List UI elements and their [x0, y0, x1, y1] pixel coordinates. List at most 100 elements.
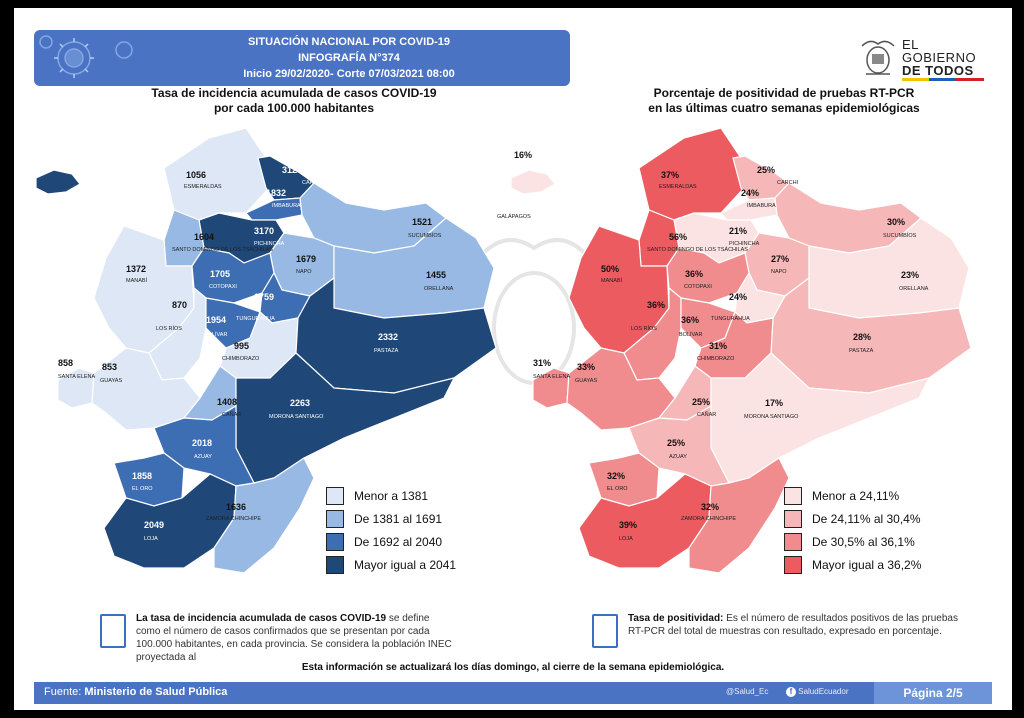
right-note-title: Tasa de positividad: [628, 613, 724, 624]
province-value-label: 853 [102, 362, 117, 372]
province-value-label: 1521 [412, 217, 432, 227]
province-value-label: 870 [172, 300, 187, 310]
legend-item: Menor a 1381 [326, 484, 456, 507]
province-name-label: LOS RÍOS [631, 325, 657, 332]
logo-line-1: EL [902, 37, 919, 52]
right-map-title-line-2: en las últimas cuatro semanas epidemioló… [648, 101, 920, 115]
left-map-title: Tasa de incidencia acumulada de casos CO… [144, 86, 444, 116]
province-name-label: NAPO [771, 269, 787, 275]
province-value-label: 36% [681, 315, 699, 325]
province-value-label: 16% [514, 150, 532, 160]
legend-item: Mayor igual a 2041 [326, 553, 456, 576]
right-legend: Menor a 24,11% De 24,11% al 30,4% De 30,… [784, 484, 921, 576]
legend-label: Menor a 1381 [354, 488, 429, 503]
province-name-label: MORONA SANTIAGO [744, 414, 799, 420]
province-value-label: 30% [887, 217, 905, 227]
province-name-label: ORELLANA [424, 286, 454, 292]
twitter-handle-text: @Salud_Ec [726, 687, 769, 696]
province-name-label: IMBABURA [747, 203, 776, 209]
province-name-label: PASTAZA [849, 348, 874, 354]
province-value-label: 56% [669, 232, 687, 242]
province-name-label: CHIMBORAZO [222, 356, 260, 362]
province-name-label: MORONA SANTIAGO [269, 414, 324, 420]
province-name-label: SANTO DOMINGO DE LOS TSÁCHILAS [647, 246, 748, 253]
right-positivity-map: 16%GALÁPAGOS37%ESMERALDAS25%CARCHI24%IMB… [497, 127, 972, 574]
page-number: Página 2/5 [874, 682, 992, 704]
province-value-label: 1832 [266, 188, 286, 198]
legend-swatch [326, 555, 344, 574]
legend-swatch [784, 509, 802, 528]
legend-label: Mayor igual a 2041 [354, 557, 457, 572]
province-name-label: PICHINCHA [729, 241, 760, 247]
header-line-3: Inicio 29/02/2020- Corte 07/03/2021 08:0… [243, 68, 455, 80]
province-name-label: CARCHI [302, 180, 324, 186]
province-value-label: 33% [577, 362, 595, 372]
province-name-label: COTOPAXI [209, 284, 237, 290]
legend-swatch [326, 509, 344, 528]
footer-source-label: Fuente: [44, 686, 85, 698]
province-name-label: COTOPAXI [684, 284, 712, 290]
province-value-label: 1705 [210, 269, 230, 279]
province-name-label: TUNGURAHUA [236, 316, 275, 322]
twitter-handle[interactable]: @Salud_Ec [726, 687, 768, 696]
province-name-label: MANABÍ [601, 277, 623, 284]
legend-label: De 24,11% al 30,4% [812, 511, 921, 526]
right-note: Tasa de positividad: Es el número de res… [628, 612, 958, 638]
update-note: Esta información se actualizará los días… [301, 662, 725, 673]
province-value-label: 858 [58, 358, 73, 368]
footer-source: Fuente: Ministerio de Salud Pública [44, 686, 227, 698]
logo-color-bar [902, 78, 984, 81]
legend-label: De 1381 al 1691 [354, 511, 443, 526]
right-note-text: Es el número de resultados positivos de … [628, 613, 958, 637]
province-value-label: 1455 [426, 270, 446, 280]
province-name-label: LOJA [144, 536, 158, 542]
province-value-label: 25% [757, 165, 775, 175]
province-value-label: 3986 [39, 150, 59, 160]
province-name-label: CAÑAR [222, 411, 241, 418]
province-name-label: PASTAZA [374, 348, 399, 354]
legend-swatch [326, 486, 344, 505]
province-name-label: SANTO DOMINGO DE LOS TSÁCHILAS [172, 246, 273, 253]
province-name-label: GUAYAS [575, 378, 597, 384]
province-name-label: BOLÍVAR [204, 331, 227, 338]
province-value-label: 25% [692, 397, 710, 407]
facebook-handle[interactable]: f SaludEcuador [786, 687, 849, 697]
province-name-label: IMBABURA [272, 203, 301, 209]
province-value-label: 37% [661, 170, 679, 180]
province-value-label: 50% [601, 264, 619, 274]
province-value-label: 32% [701, 502, 719, 512]
right-map-title-line-1: Porcentaje de positividad de pruebas RT-… [653, 86, 915, 100]
province-name-label: CHIMBORAZO [697, 356, 735, 362]
left-map-title-line-1: Tasa de incidencia acumulada de casos CO… [151, 86, 437, 100]
province-value-label: 36% [647, 300, 665, 310]
province-value-label: 1759 [254, 292, 274, 302]
province-value-label: 1604 [194, 232, 214, 242]
province-value-label: 36% [685, 269, 703, 279]
province-name-label: ESMERALDAS [659, 184, 697, 190]
province-name-label: ZAMORA CHINCHIPE [206, 516, 261, 522]
document-icon [100, 614, 126, 648]
legend-item: Menor a 24,11% [784, 484, 921, 507]
legend-item: De 24,11% al 30,4% [784, 507, 921, 530]
left-note: La tasa de incidencia acumulada de casos… [136, 612, 456, 664]
infographic-page: SITUACIÓN NACIONAL POR COVID-19 INFOGRAF… [14, 8, 1012, 710]
left-map-title-line-2: por cada 100.000 habitantes [213, 101, 375, 115]
province-name-label: CAÑAR [697, 411, 716, 418]
province-name-label: EL ORO [132, 486, 153, 492]
province-name-label: ESMERALDAS [184, 184, 222, 190]
province-name-label: LOS RÍOS [156, 325, 182, 332]
province-value-label: 32% [607, 471, 625, 481]
province-value-label: 24% [741, 188, 759, 198]
province-value-label: 1408 [217, 397, 237, 407]
header-title: SITUACIÓN NACIONAL POR COVID-19 INFOGRAF… [184, 34, 514, 82]
province-name-label: BOLÍVAR [679, 331, 702, 338]
province-name-label: GUAYAS [100, 378, 122, 384]
province-name-label: MANABÍ [126, 277, 148, 284]
legend-item: De 1381 al 1691 [326, 507, 456, 530]
facebook-icon: f [786, 687, 796, 697]
province-value-label: 23% [901, 270, 919, 280]
province-value-label: 1954 [206, 315, 226, 325]
left-legend: Menor a 1381 De 1381 al 1691 De 1692 al … [326, 484, 456, 576]
province-value-label: 1858 [132, 471, 152, 481]
right-map-title: Porcentaje de positividad de pruebas RT-… [614, 86, 954, 116]
